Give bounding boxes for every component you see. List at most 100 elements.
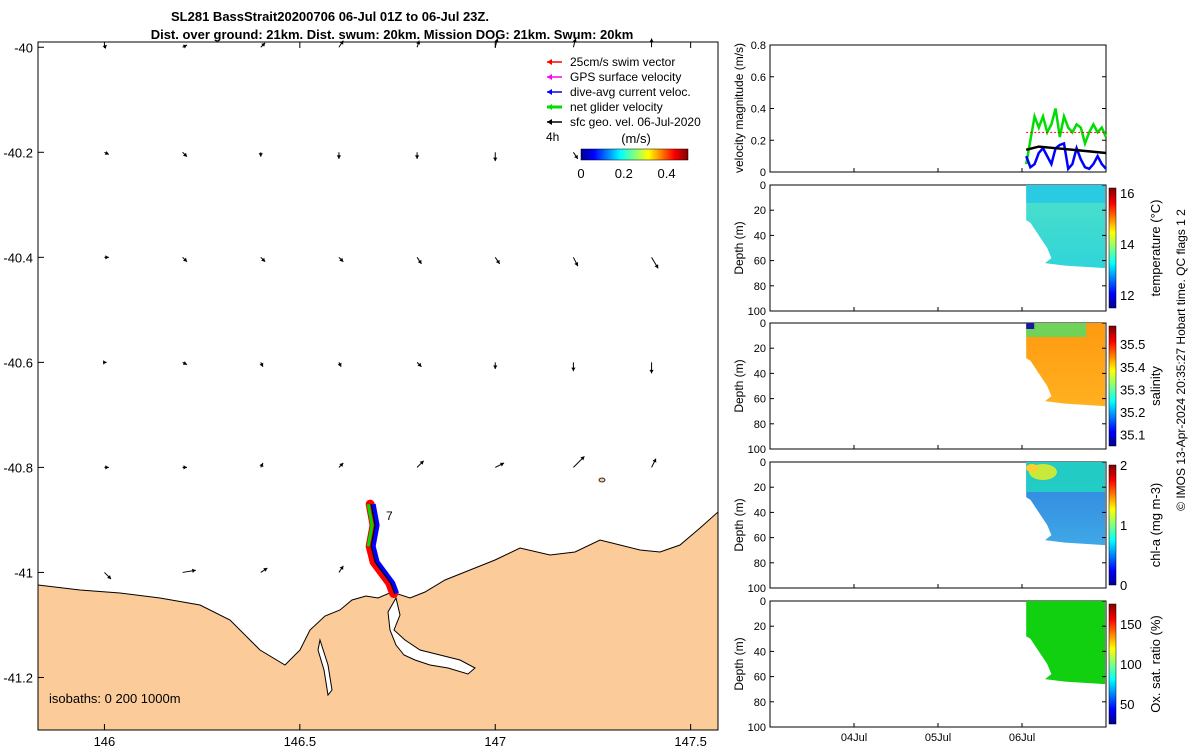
geo-vector-head	[339, 463, 344, 467]
legend-arrowhead	[547, 59, 552, 65]
geo-vector-head	[339, 257, 344, 262]
profile-colorbar-tick-label: 35.4	[1120, 360, 1145, 375]
profile-y-tick-label: 80	[754, 697, 766, 709]
legend-arrowhead	[547, 104, 552, 110]
geo-vector-head	[259, 463, 264, 468]
title-line-2: Dist. over ground: 21km. Dist. swum: 20k…	[151, 27, 634, 42]
map-x-tick-label: 147	[484, 734, 506, 749]
profile-y-tick-label: 0	[760, 457, 766, 469]
profile-y-tick-label: 60	[754, 533, 766, 545]
geo-vector-head	[259, 362, 264, 367]
profile-ylabel: Depth (m)	[732, 359, 746, 412]
profile-colorbar-label: salinity	[1148, 366, 1163, 406]
geo-vector-head	[182, 361, 187, 365]
profile-y-tick-label: 20	[754, 205, 766, 217]
legend-label: sfc geo. vel. 06-Jul-2020	[570, 115, 701, 129]
profile-y-tick-label: 40	[754, 368, 766, 380]
geo-vector-head	[261, 42, 266, 47]
geo-vector-head	[104, 151, 109, 155]
colorbar-title: (m/s)	[621, 131, 651, 146]
salinity-surface-patch	[1026, 323, 1087, 337]
profile-panel-chla: 0 20 40 60 80 100 Depth (m) 0 1 2 chl-a (mg m-3)	[732, 457, 1163, 595]
profile-y-tick-label: 80	[754, 281, 766, 293]
map-y-tick-label: -40.4	[3, 250, 33, 265]
geo-vector-head	[183, 465, 187, 470]
profile-y-tick-label: 40	[754, 646, 766, 658]
profile-colorbar	[1108, 187, 1117, 309]
map-colorbar-tick-label: 0.4	[658, 166, 676, 181]
map-y-tick-label: -40.6	[3, 355, 33, 370]
profile-colorbar-tick-label: 35.1	[1120, 428, 1145, 443]
velocity-series-line	[1025, 145, 1107, 155]
track-annotation: 7	[386, 509, 393, 523]
geo-vector-head	[493, 365, 498, 369]
temperature-surface-patch	[1026, 185, 1105, 203]
velocity-y-tick-label: 0.6	[751, 72, 766, 84]
geo-vector-head	[337, 362, 342, 367]
geo-vector-head	[574, 262, 579, 267]
map-x-tick-label: 146.5	[284, 734, 317, 749]
land-mainland	[38, 511, 718, 730]
geo-vector-head	[258, 153, 263, 157]
profile-y-tick-label: 80	[754, 419, 766, 431]
profile-colorbar-label: chl-a (mg m-3)	[1148, 483, 1163, 568]
credit-text: © IMOS 13-Apr-2024 20:35:27 Hobart time.…	[1174, 209, 1188, 511]
profile-colorbar	[1108, 464, 1117, 586]
geo-vector-head	[417, 259, 422, 264]
geo-vector-head	[336, 155, 342, 159]
profile-y-tick-label: 20	[754, 343, 766, 355]
profile-colorbar-tick-label: 1	[1120, 518, 1127, 533]
profile-y-tick-label: 60	[754, 394, 766, 406]
profile-colorbar-tick-label: 12	[1120, 288, 1134, 303]
velocity-series-line	[1025, 141, 1107, 172]
geo-vector-head	[419, 460, 424, 465]
profile-y-tick-label: 40	[754, 230, 766, 242]
geo-vector-head	[495, 259, 500, 264]
geo-vector-head	[183, 257, 187, 262]
geo-vector-head	[580, 456, 585, 461]
map-y-tick-label: -40	[14, 40, 33, 55]
glider-track	[365, 499, 399, 598]
land-river	[317, 638, 333, 697]
legend-arrowhead	[547, 74, 552, 80]
profile-colorbar-tick-label: 35.3	[1120, 382, 1145, 397]
map-colorbar	[580, 148, 689, 161]
profile-colorbar-tick-label: 50	[1120, 697, 1134, 712]
profile-colorbar-label: Ox. sat. ratio (%)	[1148, 615, 1163, 713]
profile-y-tick-label: 60	[754, 672, 766, 684]
profile-y-tick-label: 100	[748, 583, 766, 595]
time-tick-label: 05Jul	[925, 732, 951, 744]
geo-vector-head	[493, 157, 498, 162]
profile-colorbar-tick-label: 100	[1120, 657, 1142, 672]
map-colorbar-tick-label: 0.2	[615, 166, 633, 181]
map-y-tick-label: -41.2	[3, 670, 33, 685]
time-axis-ticks: 04Jul 05Jul 06Jul	[841, 732, 1035, 744]
geo-vector-head	[571, 367, 576, 372]
profile-colorbar-tick-label: 2	[1120, 458, 1127, 473]
profile-ylabel: Depth (m)	[732, 637, 746, 690]
salinity-low-patch	[1026, 323, 1035, 329]
geo-vector-head	[572, 38, 577, 43]
geo-vector-head	[182, 44, 187, 49]
profile-y-tick-label: 0	[760, 596, 766, 608]
profile-panel-oxygen: 0 20 40 60 80 100 Depth (m) 50 100 150 Ox. sat. ra…	[732, 596, 1163, 734]
profile-colorbar-tick-label: 14	[1120, 237, 1134, 252]
profile-panel-temperature: 0 20 40 60 80 100 Depth (m) 12 14 16 temperature (…	[732, 180, 1163, 318]
geo-vector-head	[192, 568, 196, 573]
map-x-tick-label: 147.5	[674, 734, 707, 749]
profile-y-tick-label: 0	[760, 180, 766, 192]
profile-y-tick-label: 40	[754, 507, 766, 519]
legend-label: dive-avg current veloc.	[570, 85, 691, 99]
map-y-tick-label: -40.8	[3, 460, 33, 475]
profile-colorbar	[1108, 325, 1117, 447]
profile-colorbar-tick-label: 35.5	[1120, 337, 1145, 352]
geo-vector-head	[416, 40, 421, 45]
title-line-1: SL281 BassStrait20200706 06-Jul 01Z to 0…	[171, 9, 489, 24]
profile-data-area	[1026, 601, 1105, 685]
time-tick-label: 04Jul	[841, 732, 867, 744]
map-y-ticks: -40 -40.2 -40.4 -40.6 -40.8 -41 -41.2	[3, 40, 44, 685]
profile-colorbar-tick-label: 150	[1120, 617, 1142, 632]
isobaths-label: isobaths: 0 200 1000m	[49, 691, 181, 706]
geo-vector-head	[339, 40, 344, 45]
